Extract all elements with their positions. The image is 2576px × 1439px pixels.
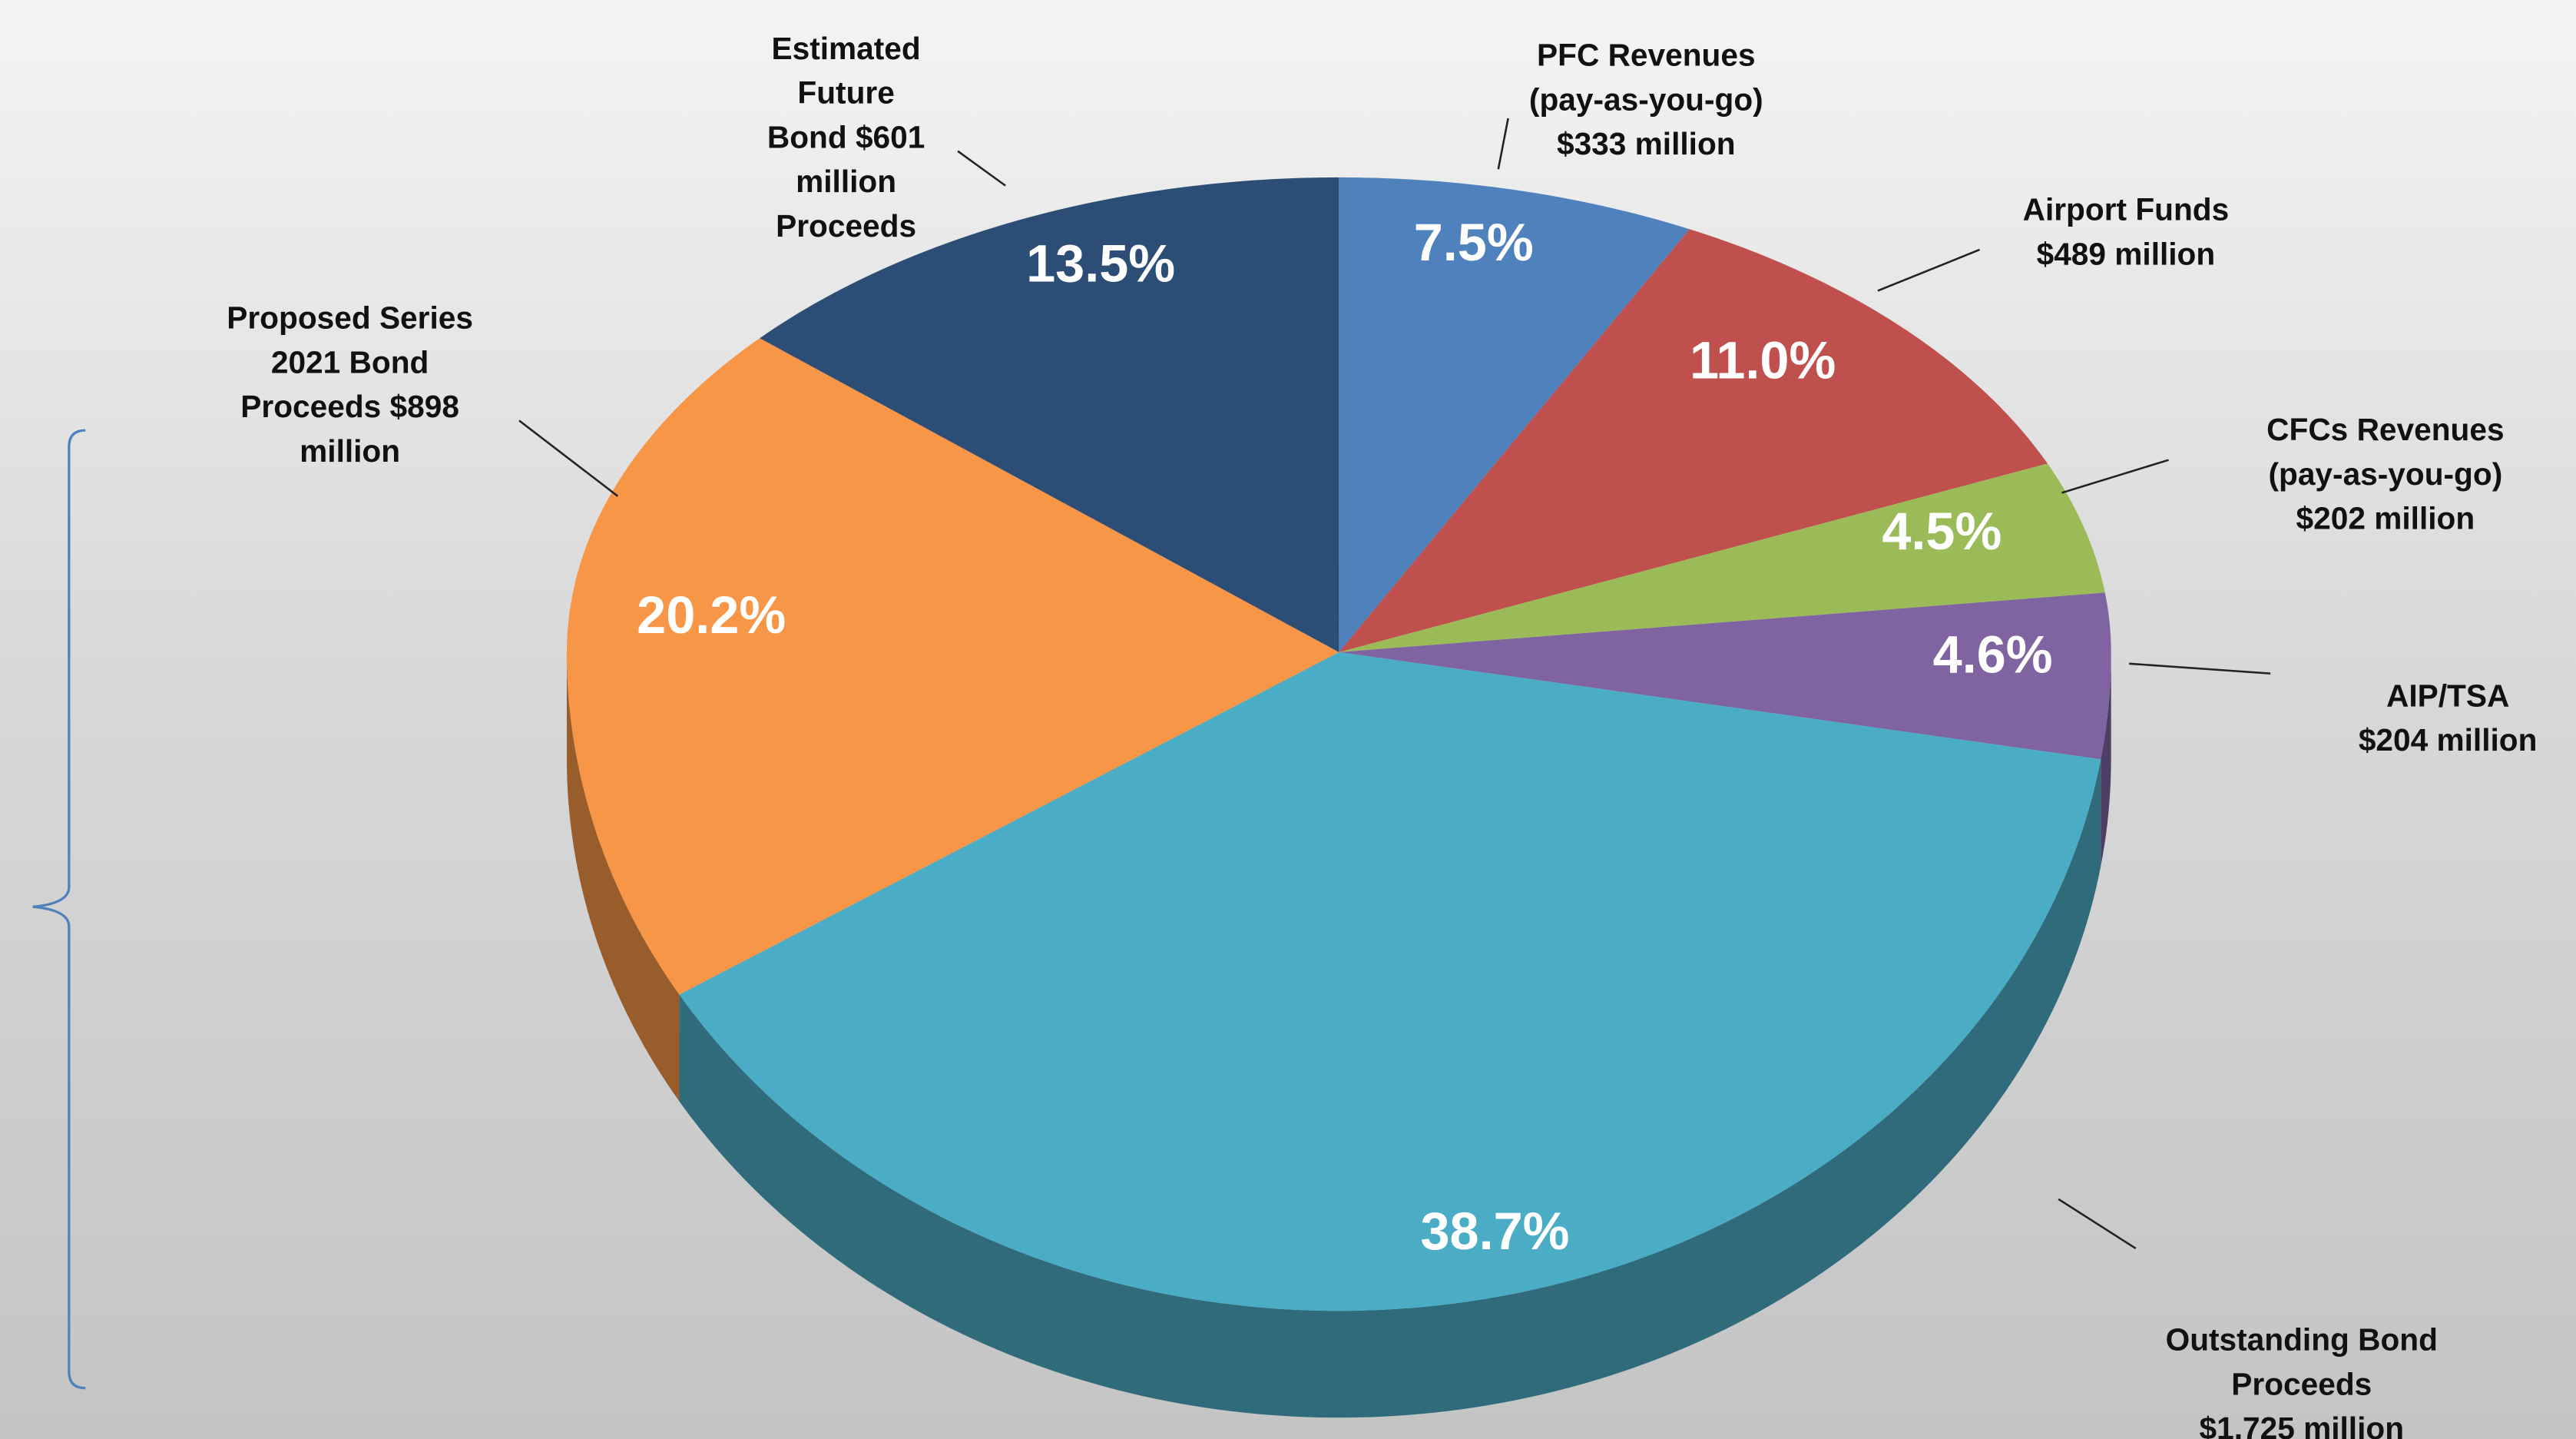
- slice-percent: 20.2%: [637, 585, 786, 645]
- leader-line: [2061, 459, 2169, 494]
- slice-label: AIP/TSA: [2386, 678, 2509, 713]
- slice-label: (pay-as-you-go): [2268, 456, 2502, 492]
- slice-side: [2101, 652, 2111, 867]
- slice: [1339, 177, 1690, 652]
- leader-line: [1497, 118, 1509, 170]
- slice-label: million: [300, 433, 400, 469]
- slice-percent: 38.7%: [1420, 1202, 1569, 1261]
- slice-side: [679, 759, 2101, 1418]
- slice-label: CFCs Revenues: [2266, 412, 2504, 447]
- slice-percent: 11.0%: [1690, 331, 1836, 390]
- slice-label: Proceeds: [2231, 1366, 2372, 1401]
- slice-label: Bond $601: [767, 119, 925, 154]
- slice-label: Future: [797, 75, 894, 111]
- slice-label: (pay-as-you-go): [1529, 81, 1763, 117]
- leader-line: [2058, 1198, 2137, 1250]
- slice-label: Proceeds: [776, 208, 916, 244]
- leader-line: [1877, 248, 1981, 292]
- slice-label: Proposed Series: [227, 300, 473, 336]
- slice: [566, 338, 1339, 995]
- leader-line: [957, 150, 1006, 187]
- slice-percent: 13.5%: [1026, 234, 1175, 293]
- slice: [1339, 229, 2048, 652]
- slice-label: PFC Revenues: [1537, 38, 1756, 73]
- slice-side: [566, 652, 680, 1102]
- slice: [1339, 463, 2105, 652]
- slice-percent: 7.5%: [1414, 213, 1534, 272]
- slice-label: $202 million: [2296, 501, 2475, 536]
- slice: [1339, 592, 2111, 760]
- slice-label: 2021 Bond: [271, 344, 429, 380]
- slice-percent: 4.6%: [1933, 625, 2053, 684]
- slice-label: Proceeds $898: [240, 389, 459, 424]
- leader-line: [518, 419, 619, 497]
- leader-line: [2129, 662, 2271, 675]
- slice-label: Estimated: [771, 31, 920, 66]
- slice-label: $489 million: [2037, 236, 2216, 271]
- slice-label: $333 million: [1557, 126, 1736, 161]
- bracket: [32, 429, 86, 1390]
- pie-sides: [566, 652, 2111, 1418]
- slice: [679, 652, 2101, 1311]
- slice-label: $1,725 million: [2200, 1411, 2405, 1439]
- slice-label: million: [796, 164, 896, 199]
- slice-label: $204 million: [2359, 722, 2538, 758]
- pie-slices: [566, 177, 2111, 1311]
- slice-label: Airport Funds: [2023, 192, 2230, 227]
- slice-label: Outstanding Bond: [2166, 1322, 2438, 1358]
- slice: [760, 177, 1339, 652]
- labels: 7.5% PFC Revenues (pay-as-you-go) $333 mill…: [227, 31, 2537, 1439]
- slice-percent: 4.5%: [1882, 502, 2002, 561]
